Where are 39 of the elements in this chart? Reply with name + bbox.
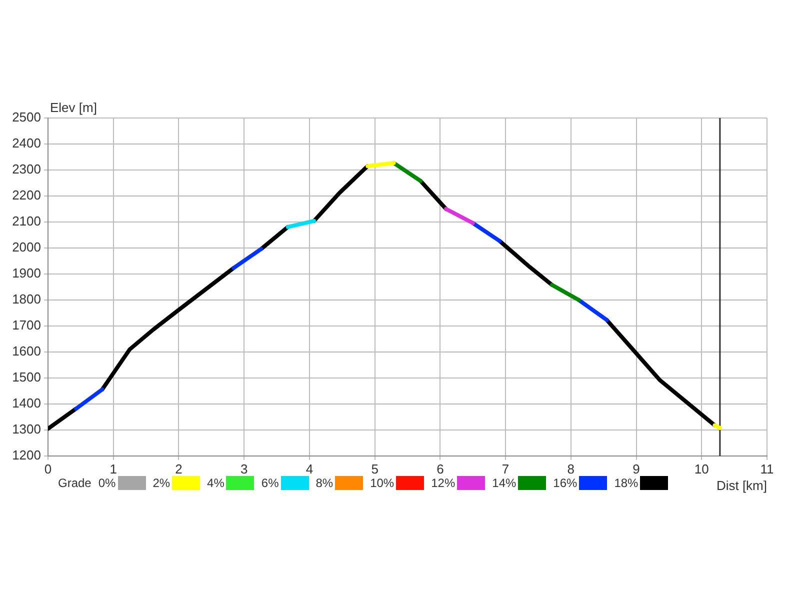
y-tick-label: 2200 [12, 188, 41, 203]
legend-label: 0% [98, 476, 116, 490]
y-axis-title: Elev [m] [50, 100, 97, 116]
legend-label: 4% [207, 476, 224, 490]
y-tick-label: 1200 [12, 448, 41, 463]
legend-label: 18% [614, 476, 638, 490]
x-tick-label: 1 [110, 461, 117, 476]
y-tick-label: 2000 [12, 240, 41, 255]
y-tick-label: 2400 [12, 136, 41, 151]
y-tick-label: 1700 [12, 318, 41, 333]
y-tick-label: 1600 [12, 344, 41, 359]
legend-label: 2% [152, 476, 170, 490]
x-tick-label: 3 [240, 461, 248, 476]
legend-label: 16% [553, 476, 578, 490]
y-tick-label: 1800 [12, 292, 41, 307]
x-axis-title: Dist [km] [716, 478, 767, 494]
y-tick-label: 2500 [12, 110, 41, 125]
legend-label: 12% [431, 476, 456, 490]
legend-label: 8% [316, 476, 334, 490]
y-tick-label: 1400 [12, 396, 41, 411]
x-tick-label: 11 [760, 461, 774, 476]
x-tick-label: 7 [502, 461, 510, 476]
x-tick-label: 4 [306, 461, 314, 476]
x-tick-label: 2 [175, 461, 182, 476]
x-tick-label: 5 [371, 461, 378, 476]
legend-title: Grade [58, 476, 92, 490]
x-tick-label: 9 [632, 461, 640, 476]
x-tick-label: 0 [44, 461, 52, 476]
y-tick-label: 1500 [12, 370, 41, 385]
x-tick-label: 6 [436, 461, 444, 476]
legend-label: 6% [261, 476, 279, 490]
x-tick-label: 8 [567, 461, 575, 476]
x-tick-label: 10 [694, 461, 709, 476]
y-tick-label: 2300 [12, 162, 41, 177]
y-tick-label: 2100 [12, 214, 41, 229]
legend-label: 14% [492, 476, 516, 490]
y-tick-label: 1900 [12, 266, 41, 281]
y-tick-label: 1300 [12, 422, 41, 437]
legend-label: 10% [370, 476, 394, 490]
